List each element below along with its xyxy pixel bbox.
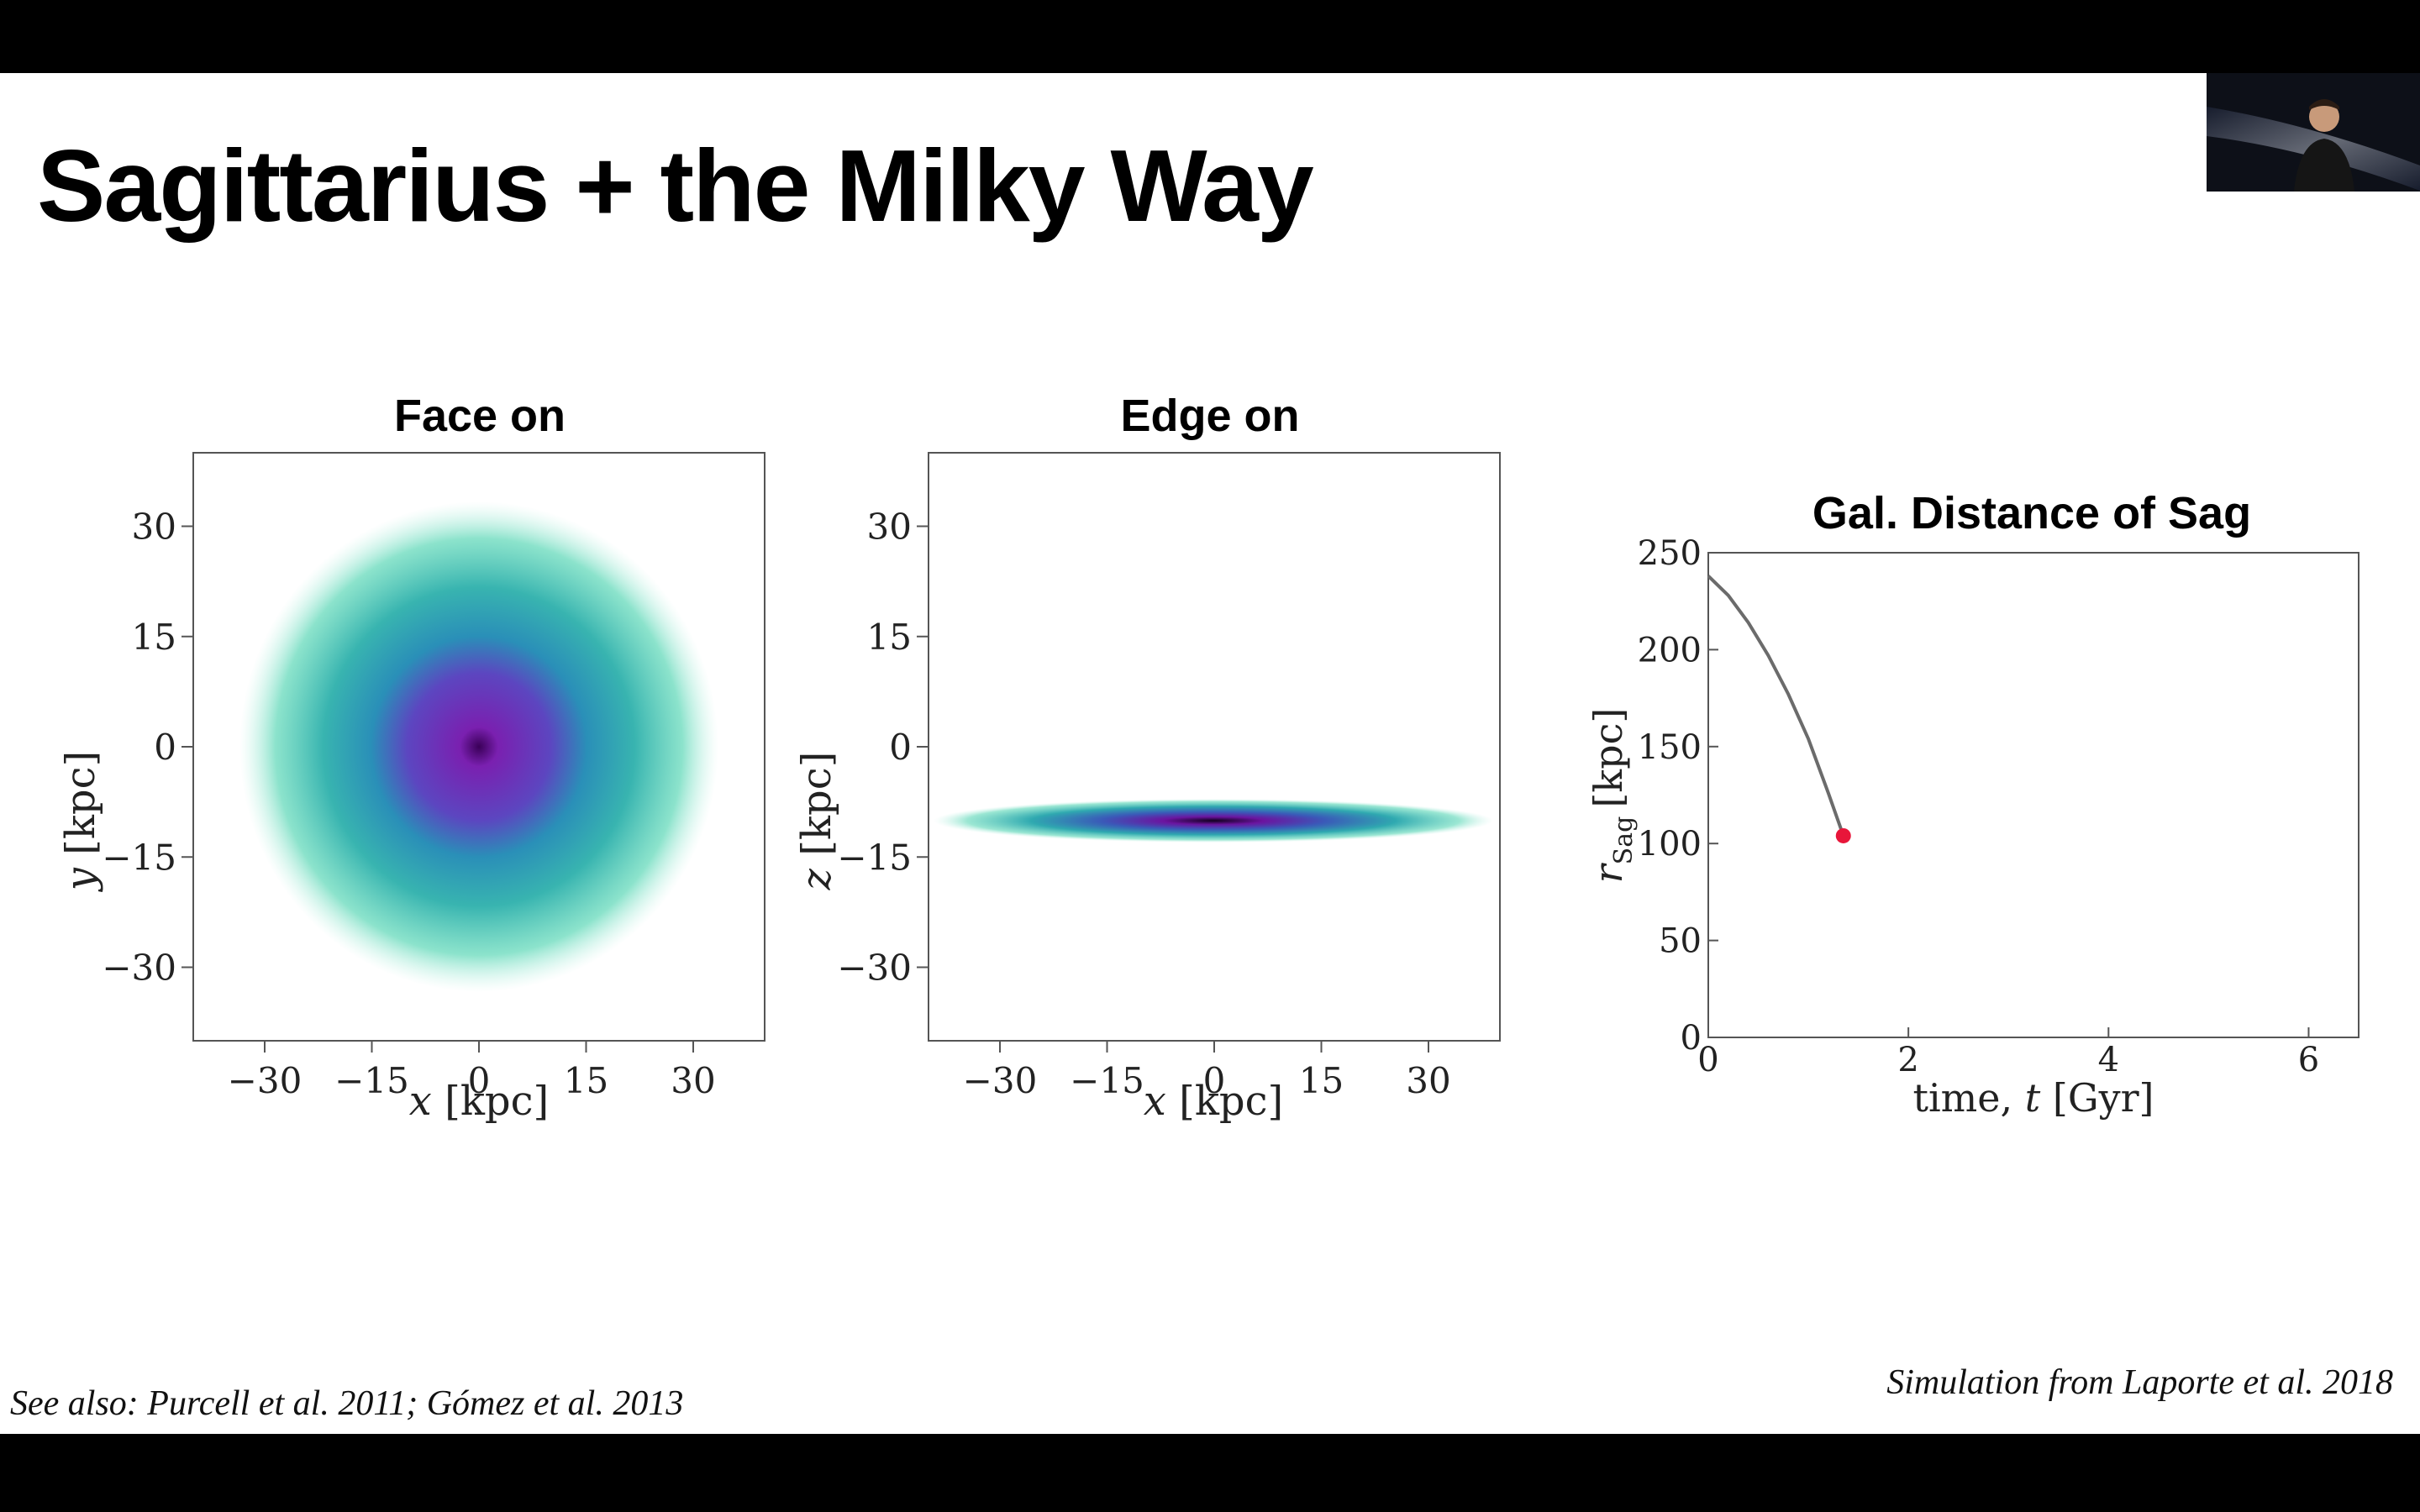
y-axis-label-unit: [kpc] [1586,708,1631,808]
x-tick-label: 15 [1299,1060,1344,1101]
x-tick-label: −15 [334,1060,409,1101]
chart-title: Gal. Distance of Sag [1812,488,2251,538]
y-axis-ticks: 0 50 100 150 200 250 [1638,534,1718,1058]
y-axis-ticks: −30 −15 0 15 30 [837,507,929,989]
y-axis-label: y [kpc] [57,751,104,893]
y-tick-label: −30 [102,948,176,989]
y-tick-label: 0 [889,727,912,768]
see-also-footnote: See also: Purcell et al. 2011; Gómez et … [10,1384,684,1423]
sag-distance-chart: Gal. Distance of Sag 0 2 4 6 0 50 100 150 200 25… [1586,488,2360,1121]
x-axis-ticks: 0 2 4 6 [1697,1027,2319,1079]
x-tick-label: 4 [2098,1041,2119,1079]
x-tick-label: 6 [2298,1041,2319,1079]
y-tick-label: −15 [102,837,176,878]
x-axis-label: time, t [Gyr] [1912,1075,2154,1121]
plot-frame [1707,552,2360,1038]
x-tick-label: −30 [963,1060,1038,1101]
slide-title: Sagittarius + the Milky Way [37,129,1314,243]
z-axis-label: z [kpc] [793,752,840,891]
y-axis-label-sub: Sag [1609,816,1639,865]
x-tick-label: 15 [564,1060,608,1101]
y-axis-label: rSag [kpc] [1586,708,1639,884]
y-tick-label: 15 [132,617,176,658]
presenter-webcam-thumbnail[interactable] [2207,73,2420,192]
edge-on-density [934,799,1493,843]
chart-title: Face on [394,391,566,441]
y-tick-label: 30 [132,507,176,548]
y-tick-label: 250 [1638,534,1702,573]
x-tick-label: 0 [468,1060,491,1101]
x-axis-label-prefix: time, [1912,1075,2024,1121]
x-tick-label: 2 [1897,1041,1918,1079]
face-on-density [239,501,718,992]
y-tick-label: 15 [867,617,912,658]
chart-title: Edge on [1121,391,1300,441]
x-axis-label-unit: [Gyr] [2040,1075,2154,1121]
y-axis-label-var: r [1586,862,1631,883]
x-axis-label: x [kpc] [1144,1078,1283,1125]
y-axis-ticks: −30 −15 0 15 30 [102,507,193,989]
x-tick-label: 0 [1697,1041,1718,1079]
y-tick-label: 30 [867,507,912,548]
x-axis-ticks: −30 −15 0 15 30 [963,1041,1451,1101]
y-tick-label: 0 [154,727,176,768]
x-tick-label: 30 [671,1060,715,1101]
current-position-point [1835,827,1851,843]
x-tick-label: 30 [1406,1060,1450,1101]
x-axis-label: x [kpc] [409,1078,549,1125]
x-axis-ticks: −30 −15 0 15 30 [228,1041,716,1101]
x-tick-label: −30 [228,1060,302,1101]
y-tick-label: −15 [837,837,912,878]
y-tick-label: 100 [1638,825,1702,864]
distance-curve [1707,575,1845,837]
presenter-video-icon [2207,73,2420,192]
y-tick-label: 0 [1681,1019,1702,1058]
y-tick-label: 150 [1638,728,1702,767]
y-tick-label: 50 [1659,922,1702,961]
x-axis-label-var: t [2025,1075,2041,1121]
slide: Sagittarius + the Milky Way [0,73,2420,1434]
y-tick-label: −30 [837,948,912,989]
x-tick-label: −15 [1070,1060,1144,1101]
plot-frame [928,452,1501,1042]
simulation-credit: Simulation from Laporte et al. 2018 [1886,1363,2393,1402]
x-tick-label: 0 [1203,1060,1226,1101]
y-tick-label: 200 [1638,631,1702,669]
